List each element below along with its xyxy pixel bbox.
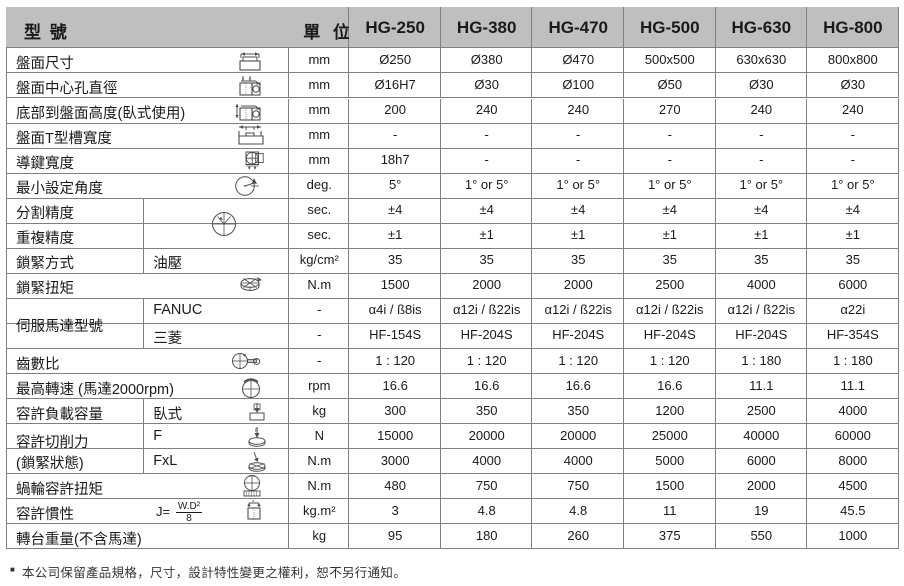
svg-text:d: d [252, 498, 254, 503]
svg-text:F: F [255, 428, 258, 434]
